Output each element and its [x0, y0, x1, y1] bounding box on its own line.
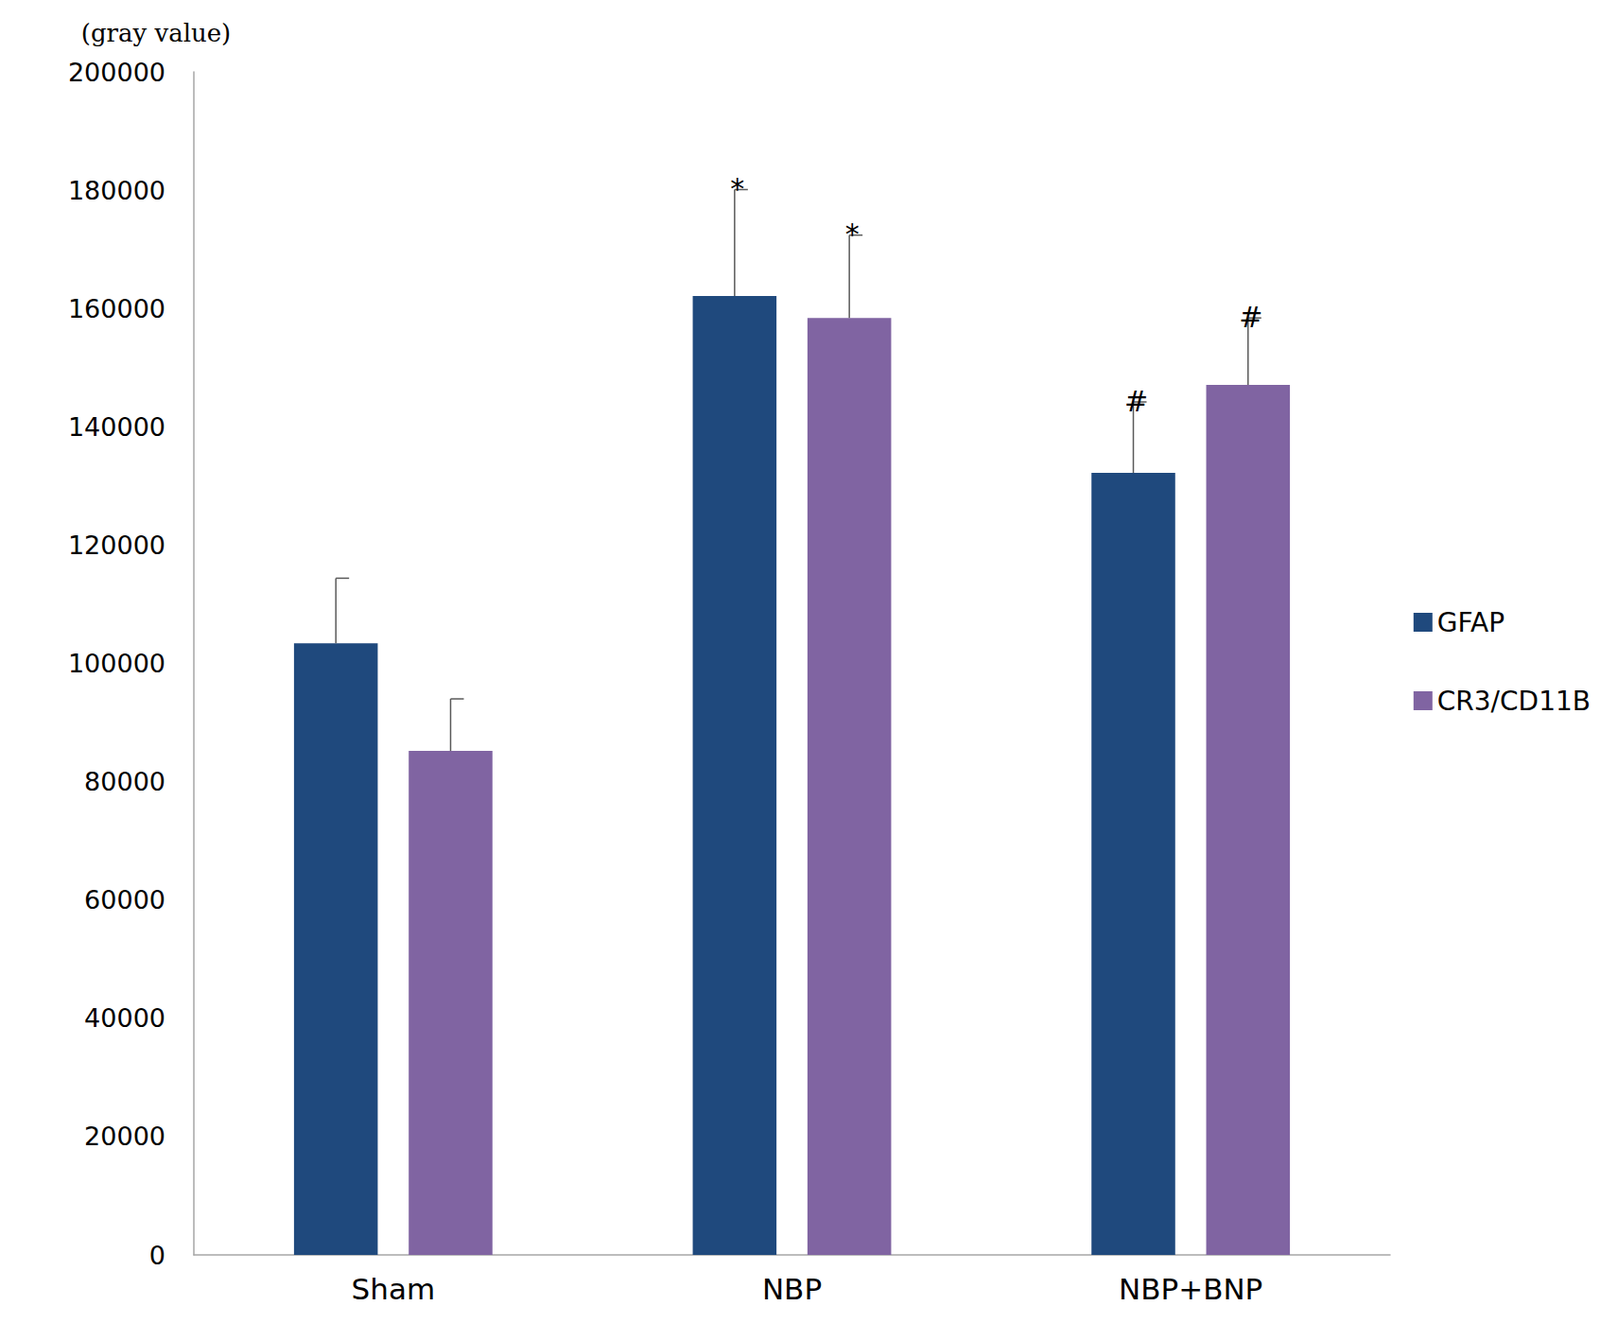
svg-text:CR3/CD11B: CR3/CD11B — [1437, 685, 1591, 717]
svg-text:20000: 20000 — [84, 1121, 166, 1151]
svg-text:#: # — [1124, 384, 1148, 418]
svg-text:120000: 120000 — [68, 530, 166, 560]
svg-text:60000: 60000 — [84, 885, 166, 915]
svg-text:*: * — [845, 217, 860, 251]
svg-text:NBP+BNP: NBP+BNP — [1118, 1271, 1263, 1306]
svg-text:*: * — [730, 172, 745, 206]
svg-text:180000: 180000 — [68, 175, 166, 206]
svg-text:80000: 80000 — [84, 766, 166, 797]
svg-text:#: # — [1238, 300, 1263, 334]
svg-text:(gray value): (gray value) — [81, 18, 231, 48]
svg-text:40000: 40000 — [84, 1003, 166, 1033]
svg-text:200000: 200000 — [68, 57, 166, 87]
svg-text:160000: 160000 — [68, 294, 166, 324]
svg-text:GFAP: GFAP — [1437, 607, 1505, 639]
svg-text:NBP: NBP — [762, 1271, 822, 1306]
svg-text:100000: 100000 — [68, 648, 166, 679]
svg-text:0: 0 — [149, 1240, 166, 1270]
svg-text:Sham: Sham — [351, 1271, 436, 1306]
svg-text:140000: 140000 — [68, 412, 166, 442]
